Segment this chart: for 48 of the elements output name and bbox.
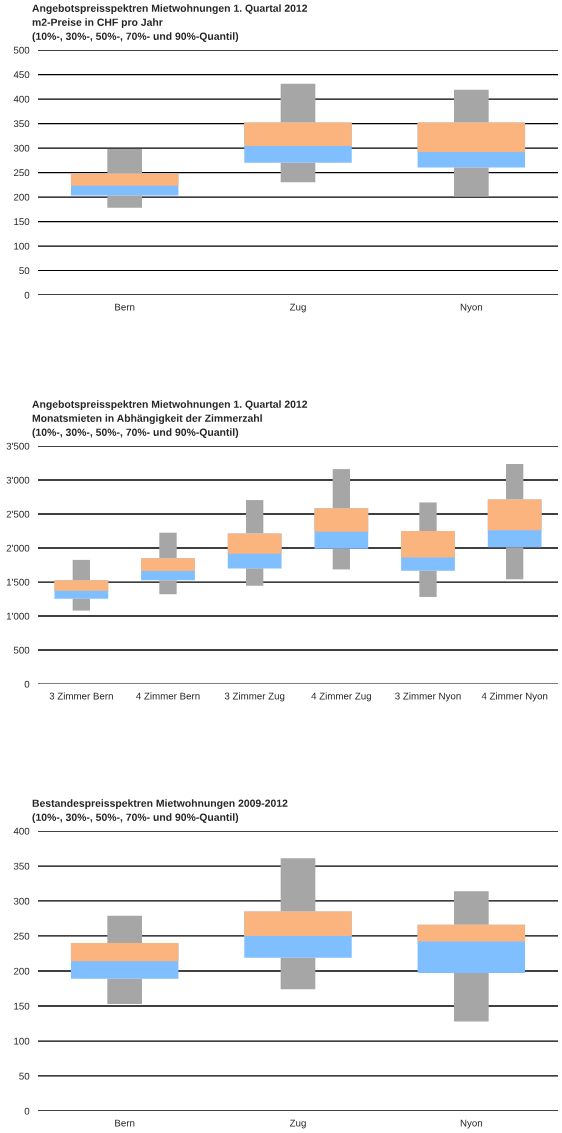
x-tick-label: 4 Zimmer Zug [311, 692, 371, 702]
x-tick-label: Zug [289, 303, 306, 313]
y-tick-label: 150 [14, 1002, 30, 1010]
x-tick-label: Bern [115, 1119, 135, 1127]
y-tick-label: 300 [13, 897, 30, 905]
y-tick-label: 50 [19, 267, 30, 275]
x-tick-label: 3 Zimmer Bern [49, 692, 113, 700]
y-tick-label: 250 [13, 932, 30, 940]
text: (10%-, 30%-, 50%-, 70%- und 90%-Quantil) [32, 32, 239, 42]
y-tick-label: 2'500 [6, 510, 30, 518]
y-tick-label: 1'000 [6, 612, 30, 620]
y-tick-label: 500 [13, 46, 30, 54]
y-tick-label: 500 [13, 646, 30, 654]
chart-subtitle: Monatsmieten in Abhängigkeit der Zimmerzahl [32, 414, 262, 424]
y-tick-label: 3'000 [6, 476, 30, 484]
x-tick-label: Bern [115, 303, 135, 311]
y-tick-label: 100 [14, 1037, 30, 1045]
y-tick-label: 200 [13, 193, 30, 201]
y-tick-label: 450 [13, 71, 30, 79]
y-tick-label: 50 [19, 1072, 30, 1080]
y-tick-label: 3'500 [6, 442, 30, 450]
chart-title: Angebotspreisspektren Mietwohnungen 1. Quartal 2012 [32, 4, 308, 14]
chart-title: Bestandespreisspektren Mietwohnungen 2009-2012 [32, 799, 288, 809]
text: (10%-, 30%-, 50%-, 70%- und 90%-Quantil) [32, 813, 239, 823]
y-tick-label: 350 [13, 862, 30, 870]
x-tick-label: 3 Zimmer Nyon [395, 692, 461, 702]
x-tick-label: Nyon [460, 303, 483, 313]
y-tick-label: 0 [24, 680, 30, 688]
y-tick-label: 100 [14, 242, 30, 250]
chart-title: Angebotspreisspektren Mietwohnungen 1. Quartal 2012 [32, 400, 308, 410]
y-tick-label: 0 [24, 1107, 30, 1115]
y-tick-label: 400 [13, 95, 30, 103]
chart-subtitle: m2-Preise in CHF pro Jahr [32, 18, 163, 28]
x-tick-label: 4 Zimmer Nyon [481, 692, 548, 702]
text: (10%-, 30%-, 50%-, 70%- und 90%-Quantil) [32, 428, 239, 438]
y-tick-label: 400 [13, 827, 30, 835]
y-tick-label: 200 [13, 967, 30, 975]
x-tick-label: Zug [289, 1119, 306, 1129]
x-tick-label: 4 Zimmer Bern [136, 692, 200, 700]
x-tick-label: 3 Zimmer Zug [224, 692, 285, 702]
y-tick-label: 0 [24, 291, 30, 299]
y-tick-label: 300 [13, 144, 30, 152]
y-tick-label: 350 [13, 120, 30, 128]
y-tick-label: 150 [14, 218, 30, 226]
x-tick-label: Nyon [460, 1119, 483, 1129]
y-tick-label: 250 [13, 169, 30, 177]
y-tick-label: 1'500 [6, 578, 30, 586]
y-tick-label: 2'000 [6, 544, 30, 552]
